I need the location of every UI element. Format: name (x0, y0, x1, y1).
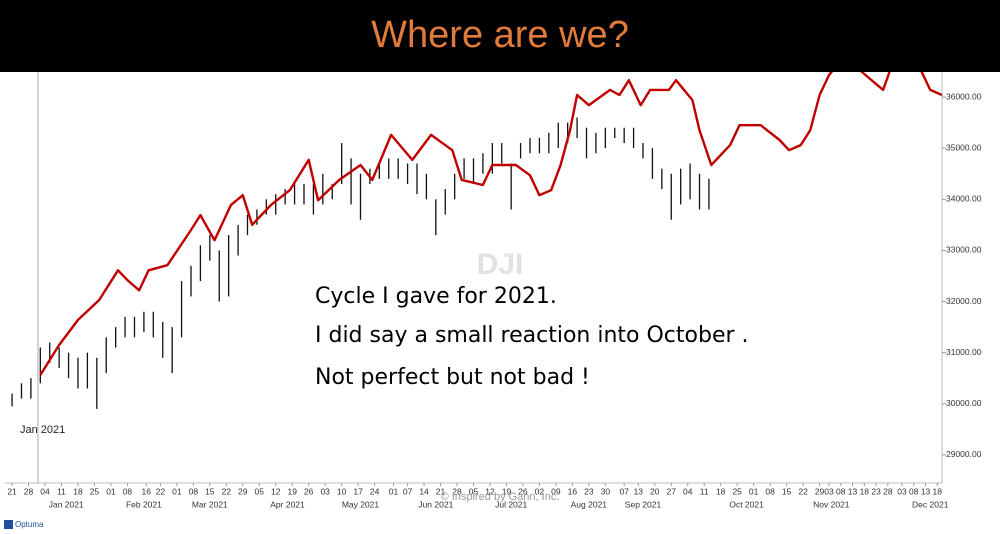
x-tick-label: 26 (518, 486, 528, 496)
x-tick-label: 22 (798, 486, 808, 496)
marker-label: Jan 2021 (20, 424, 65, 436)
x-tick-label: 13 (848, 486, 858, 496)
x-tick-label: 25 (732, 486, 742, 496)
x-tick-label: 10 (337, 486, 347, 496)
y-tick-label: 35000.00 (946, 142, 982, 152)
annotation: I did say a small reaction into October … (315, 323, 749, 348)
x-tick-label: 04 (40, 486, 50, 496)
logo: Optuma (15, 520, 44, 529)
x-tick-label: 18 (716, 486, 726, 496)
x-tick-label: 29 (815, 486, 825, 496)
x-tick-label: 16 (568, 486, 578, 496)
x-tick-label: 18 (933, 486, 943, 496)
x-tick-label: 17 (353, 486, 363, 496)
x-tick-label: 28 (24, 486, 34, 496)
x-tick-label: 28 (883, 486, 893, 496)
y-tick-label: 30000.00 (946, 398, 982, 408)
x-tick-label: 11 (57, 486, 66, 496)
watermark: DJI (477, 248, 524, 281)
x-tick-label: 27 (667, 486, 677, 496)
month-label: Dec 2021 (912, 499, 949, 509)
x-tick-label: 07 (403, 486, 413, 496)
x-tick-label: 08 (836, 486, 846, 496)
x-tick-label: 12 (485, 486, 495, 496)
x-tick-label: 19 (287, 486, 297, 496)
x-tick-label: 02 (535, 486, 545, 496)
copyright: © Inspired by Gann, Inc. (441, 491, 560, 503)
y-tick-label: 29000.00 (946, 449, 982, 459)
x-tick-label: 03 (897, 486, 907, 496)
logo-icon (4, 520, 13, 529)
x-tick-label: 07 (619, 486, 629, 496)
x-tick-label: 15 (205, 486, 215, 496)
x-tick-label: 21 (436, 486, 446, 496)
x-tick-label: 15 (782, 486, 792, 496)
x-tick-label: 05 (255, 486, 265, 496)
y-tick-label: 33000.00 (946, 245, 982, 255)
month-label: Mar 2021 (192, 499, 228, 509)
x-tick-label: 14 (419, 486, 429, 496)
x-tick-label: 08 (765, 486, 775, 496)
month-label: Jun 2021 (418, 499, 453, 509)
x-tick-label: 24 (370, 486, 380, 496)
x-tick-label: 01 (389, 486, 399, 496)
month-label: Oct 2021 (729, 499, 764, 509)
x-tick-label: 03 (824, 486, 834, 496)
x-tick-label: 19 (502, 486, 512, 496)
month-label: Feb 2021 (126, 499, 162, 509)
x-tick-label: 23 (584, 486, 594, 496)
x-tick-label: 12 (271, 486, 281, 496)
month-label: Jan 2021 (49, 499, 84, 509)
x-tick-label: 22 (222, 486, 232, 496)
x-tick-label: 22 (156, 486, 166, 496)
month-label: Sep 2021 (625, 499, 662, 509)
month-label: Jul 2021 (495, 499, 527, 509)
x-tick-label: 05 (469, 486, 479, 496)
x-tick-label: 30 (601, 486, 611, 496)
x-tick-label: 23 (871, 486, 881, 496)
x-tick-label: 28 (452, 486, 462, 496)
x-tick-label: 08 (909, 486, 919, 496)
x-tick-label: 20 (650, 486, 660, 496)
x-tick-label: 01 (749, 486, 759, 496)
x-tick-label: 03 (320, 486, 330, 496)
title-bar (0, 0, 1000, 72)
chart-title: Where are we? (371, 14, 629, 56)
month-label: Apr 2021 (270, 499, 305, 509)
x-tick-label: 13 (921, 486, 931, 496)
annotation: Not perfect but not bad ! (315, 365, 590, 390)
x-tick-label: 13 (634, 486, 644, 496)
y-tick-label: 36000.00 (946, 91, 982, 101)
x-tick-label: 09 (551, 486, 561, 496)
y-tick-label: 31000.00 (946, 347, 982, 357)
y-tick-label: 32000.00 (946, 296, 982, 306)
month-label: May 2021 (342, 499, 380, 509)
x-tick-label: 08 (189, 486, 199, 496)
x-tick-label: 01 (172, 486, 182, 496)
x-tick-label: 04 (683, 486, 693, 496)
x-tick-label: 18 (73, 486, 83, 496)
x-tick-label: 11 (700, 486, 709, 496)
x-tick-label: 08 (123, 486, 133, 496)
x-tick-label: 21 (7, 486, 17, 496)
x-tick-label: 26 (304, 486, 314, 496)
x-tick-label: 16 (142, 486, 152, 496)
y-tick-label: 34000.00 (946, 194, 982, 204)
cycle-line (39, 59, 943, 376)
x-tick-label: 18 (860, 486, 870, 496)
month-label: Nov 2021 (813, 499, 850, 509)
x-tick-label: 29 (238, 486, 248, 496)
x-tick-label: 25 (90, 486, 100, 496)
annotation: Cycle I gave for 2021. (315, 284, 557, 309)
x-tick-label: 01 (106, 486, 116, 496)
plot: 29000.00 30000.00 31000.00 32000.00 33000.00… (5, 59, 982, 509)
month-label: Aug 2021 (571, 499, 608, 509)
